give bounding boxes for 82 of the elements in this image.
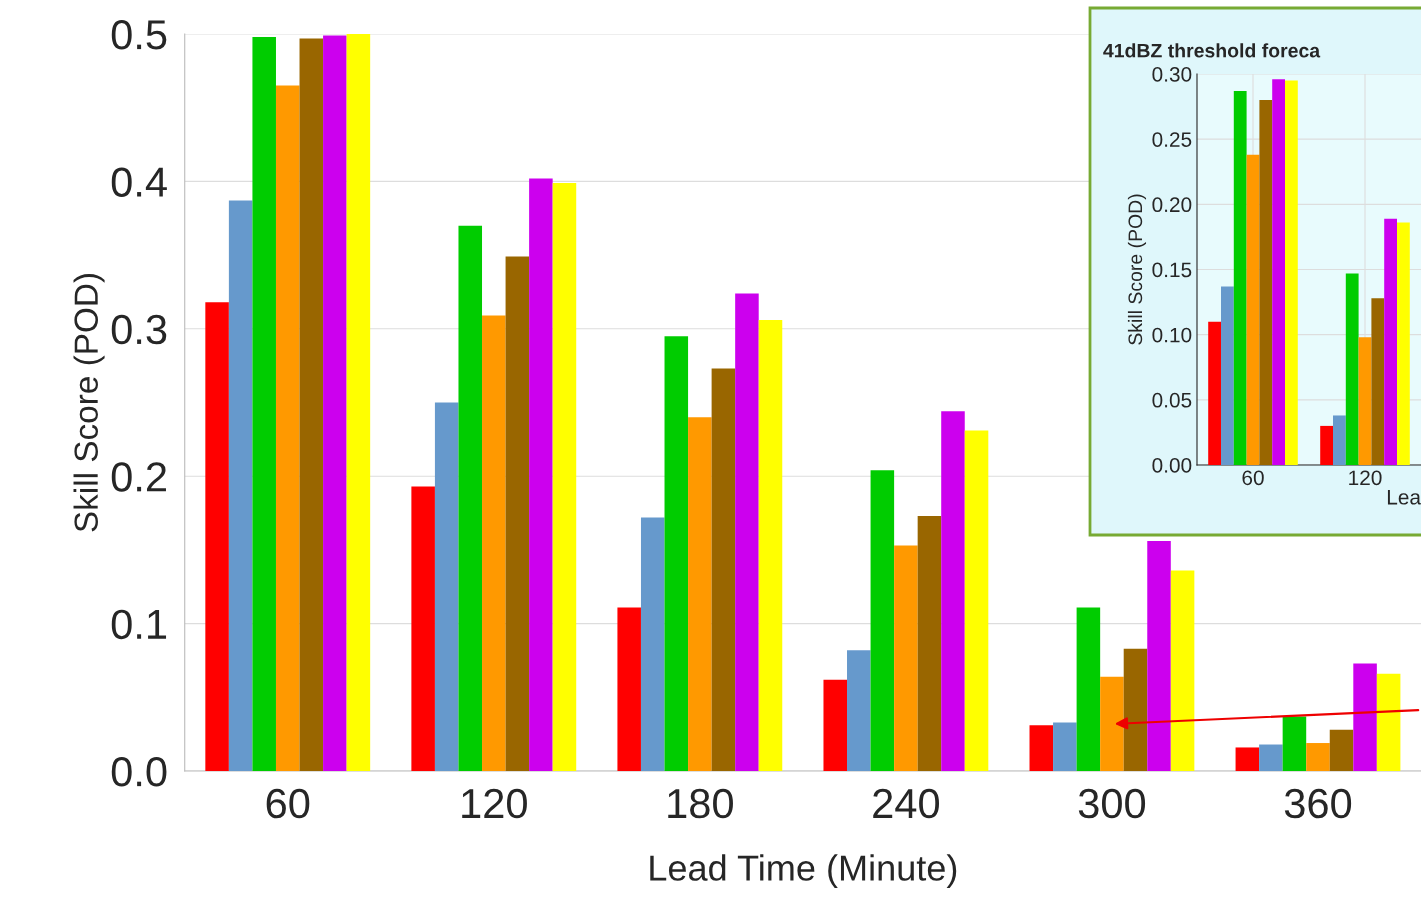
y-tick-label: 0.3: [111, 314, 167, 345]
bar: [735, 293, 759, 772]
y-tick-label: 0.20: [1152, 197, 1192, 213]
bar: [1397, 222, 1410, 465]
x-axis-title: Lead Time (Minute): [650, 854, 957, 888]
y-tick-label: 0.4: [111, 167, 167, 197]
x-tick-label: 180: [668, 788, 733, 819]
chart-title: 41dBZ threshold foreca: [1103, 43, 1321, 58]
bar: [640, 517, 665, 772]
bar: [205, 302, 229, 772]
bar: [1233, 90, 1247, 465]
y-tick-label: 0.30: [1152, 67, 1192, 82]
bar: [1123, 648, 1148, 772]
bar: [1306, 743, 1330, 772]
y-axis-title: Skill Score (POD): [1127, 194, 1147, 345]
bar: [228, 200, 253, 772]
x-tick-label: 240: [873, 788, 940, 819]
bar: [1259, 744, 1283, 772]
bar: [505, 256, 530, 772]
bar: [664, 336, 689, 772]
bar: [552, 182, 577, 772]
bar: [1353, 663, 1377, 772]
bar: [1282, 716, 1307, 772]
x-tick-label: 60: [266, 788, 310, 819]
bar: [711, 368, 736, 772]
bar: [823, 679, 848, 772]
bar: [1147, 541, 1171, 772]
bar: [1285, 80, 1298, 465]
y-axis-title: Skill Score (POD): [73, 274, 105, 532]
bar: [1246, 154, 1260, 465]
y-tick-label: 0.0: [111, 757, 167, 787]
bar: [1329, 729, 1354, 772]
bar: [847, 650, 871, 772]
bar: [1029, 725, 1054, 772]
y-tick-label: 0.10: [1152, 327, 1192, 343]
bar: [688, 417, 712, 772]
bar: [964, 430, 989, 772]
bar: [458, 225, 483, 772]
x-tick-label: 360: [1284, 788, 1352, 819]
bar: [323, 35, 347, 772]
bar: [1272, 79, 1285, 465]
x-tick-label: 60: [1242, 470, 1264, 486]
y-tick-label: 0.25: [1152, 132, 1192, 147]
x-tick-label: 120: [1349, 470, 1382, 486]
x-axis-title: Lea: [1387, 490, 1421, 505]
y-tick-label: 0.00: [1152, 458, 1192, 473]
bar: [434, 402, 459, 772]
bar: [941, 411, 965, 772]
y-tick-label: 0.5: [111, 20, 167, 50]
x-tick-label: 300: [1078, 788, 1146, 819]
y-tick-label: 0.2: [111, 462, 166, 492]
bar: [617, 607, 641, 772]
bar: [870, 470, 895, 772]
bar: [1053, 722, 1077, 772]
bar: [894, 545, 918, 772]
x-tick-label: 120: [462, 788, 527, 819]
bar: [1371, 298, 1385, 465]
bar: [1100, 676, 1124, 772]
y-tick-label: 0.05: [1152, 392, 1192, 408]
bar: [1221, 286, 1234, 465]
y-tick-label: 0.1: [111, 609, 167, 640]
bar: [411, 486, 435, 772]
bar: [252, 36, 276, 772]
bar: [758, 319, 783, 772]
bar: [1333, 415, 1346, 465]
bar: [1208, 321, 1221, 465]
bar: [1320, 425, 1333, 465]
bar: [1170, 570, 1195, 772]
bar: [917, 516, 942, 772]
bar: [299, 38, 324, 772]
bar: [1384, 218, 1397, 465]
y-tick-label: 0.15: [1152, 262, 1192, 278]
bar: [1376, 673, 1401, 772]
bar: [1345, 273, 1359, 465]
bar: [529, 178, 553, 772]
bar: [1235, 747, 1260, 772]
bar: [1259, 100, 1273, 465]
bar: [482, 315, 506, 772]
bar: [275, 85, 300, 772]
bar: [1076, 607, 1101, 772]
bar: [1358, 337, 1372, 465]
bar: [346, 34, 371, 772]
